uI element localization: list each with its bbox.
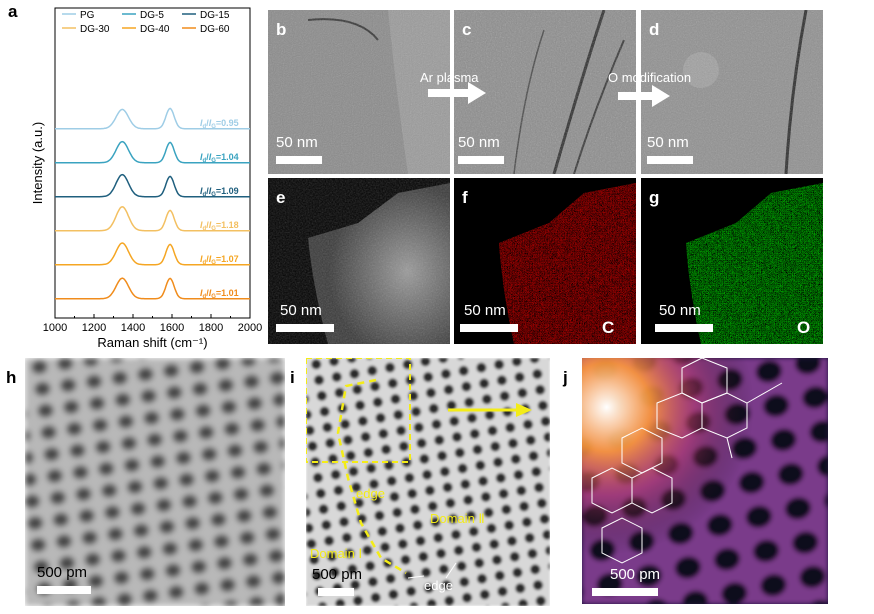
raman-chart: 1000 1200 1400 1600 1800 2000 Raman shift (cm⁻… (30, 7, 262, 350)
scale-bar-e (276, 324, 334, 332)
panel-label-b: b (276, 20, 287, 39)
scale-label-b: 50 nm (276, 134, 318, 151)
panel-label-f: f (462, 188, 468, 207)
simulated-image-j: 500 pm (582, 358, 828, 604)
ratio-label: Id/IG=0.95 (200, 118, 239, 130)
eds-map-carbon: f 50 nm C (454, 178, 636, 344)
scale-label-g: 50 nm (659, 302, 701, 319)
legend-label: DG-60 (200, 24, 230, 35)
eds-map-oxygen: g 50 nm O (641, 178, 823, 344)
label-domain-2: Domain Ⅱ (430, 511, 485, 526)
scale-label-j: 500 pm (610, 566, 661, 583)
simulated-texture-j (582, 358, 828, 604)
ratio-label: Id/IG=1.18 (200, 220, 239, 232)
scale-bar-h (37, 586, 91, 594)
x-tick-label: 1200 (82, 322, 106, 334)
panel-label-j: j (563, 368, 568, 387)
scale-label-i: 500 pm (312, 566, 363, 583)
panel-label-d: d (649, 20, 660, 39)
scale-label-d: 50 nm (647, 134, 689, 151)
scale-label-c: 50 nm (458, 134, 500, 151)
panel-label-h-outer: h (6, 368, 17, 387)
tem-texture-c (454, 10, 636, 174)
label-edge-top: edge (356, 486, 385, 501)
haadf-texture-e (268, 178, 450, 344)
hrtem-texture-h (25, 358, 285, 606)
legend-label: DG-30 (80, 24, 110, 35)
panel-label-i: i (290, 368, 295, 387)
tem-image-d: d 50 nm (641, 10, 823, 174)
scale-bar-j (592, 588, 658, 596)
legend-label: PG (80, 10, 95, 21)
arrow-label-ar-plasma: Ar plasma (420, 70, 479, 85)
element-label-c: C (602, 318, 615, 337)
hrtem-image-i: edge Domain Ⅱ Domain Ⅰ edge 500 pm (306, 358, 550, 606)
hrtem-texture-i (306, 358, 550, 606)
spectrum-line (55, 277, 250, 300)
x-tick-label: 1400 (121, 322, 145, 334)
y-axis-label: Intensity (a.u.) (30, 122, 45, 204)
scale-bar-d (647, 156, 693, 164)
x-tick-label: 1800 (199, 322, 223, 334)
hrtem-image-h: h 500 pm (25, 358, 285, 606)
panel-label-c: c (462, 20, 472, 39)
legend-label: DG-5 (140, 10, 164, 21)
scale-label-e: 50 nm (280, 302, 322, 319)
tem-texture-d (641, 10, 823, 174)
scale-label-h: 500 pm (37, 564, 88, 581)
scale-bar-i (318, 588, 354, 596)
ratio-label: Id/IG=1.04 (200, 152, 239, 164)
eds-texture-c (454, 178, 636, 344)
ratio-label: Id/IG=1.07 (200, 254, 239, 266)
element-label-o: O (797, 318, 811, 337)
spectrum-line (55, 140, 250, 164)
scale-bar-b (276, 156, 322, 164)
scale-label-f: 50 nm (464, 302, 506, 319)
legend-label: DG-40 (140, 24, 170, 35)
label-domain-1: Domain Ⅰ (310, 546, 363, 561)
spectrum-line (55, 173, 250, 198)
x-tick-label: 1000 (43, 322, 67, 334)
panel-label-g: g (649, 188, 660, 207)
spectrum-line (55, 242, 250, 266)
scale-bar-g (655, 324, 713, 332)
scale-bar-c (458, 156, 504, 164)
right-arrow-icon (618, 85, 670, 107)
right-arrow-icon (428, 82, 486, 104)
spectrum-line (55, 206, 250, 232)
label-edge-bottom: edge (424, 578, 453, 593)
x-axis-label: Raman shift (cm⁻¹) (97, 335, 207, 350)
eds-texture-o (641, 178, 823, 344)
spectrum-line (55, 107, 250, 130)
ratio-label: Id/IG=1.09 (200, 186, 239, 198)
arrow-label-o-modification: O modification (608, 70, 692, 85)
x-tick-label: 2000 (238, 322, 262, 334)
tem-image-b: b 50 nm (268, 10, 450, 174)
x-tick-label: 1600 (160, 322, 184, 334)
panel-label-a: a (8, 2, 18, 21)
legend-label: DG-15 (200, 10, 230, 21)
tem-texture-b (268, 10, 450, 174)
scale-bar-f (460, 324, 518, 332)
haadf-image-e: e 50 nm (268, 178, 450, 344)
panel-label-e: e (276, 188, 286, 207)
ratio-label: Id/IG=1.01 (200, 288, 239, 300)
